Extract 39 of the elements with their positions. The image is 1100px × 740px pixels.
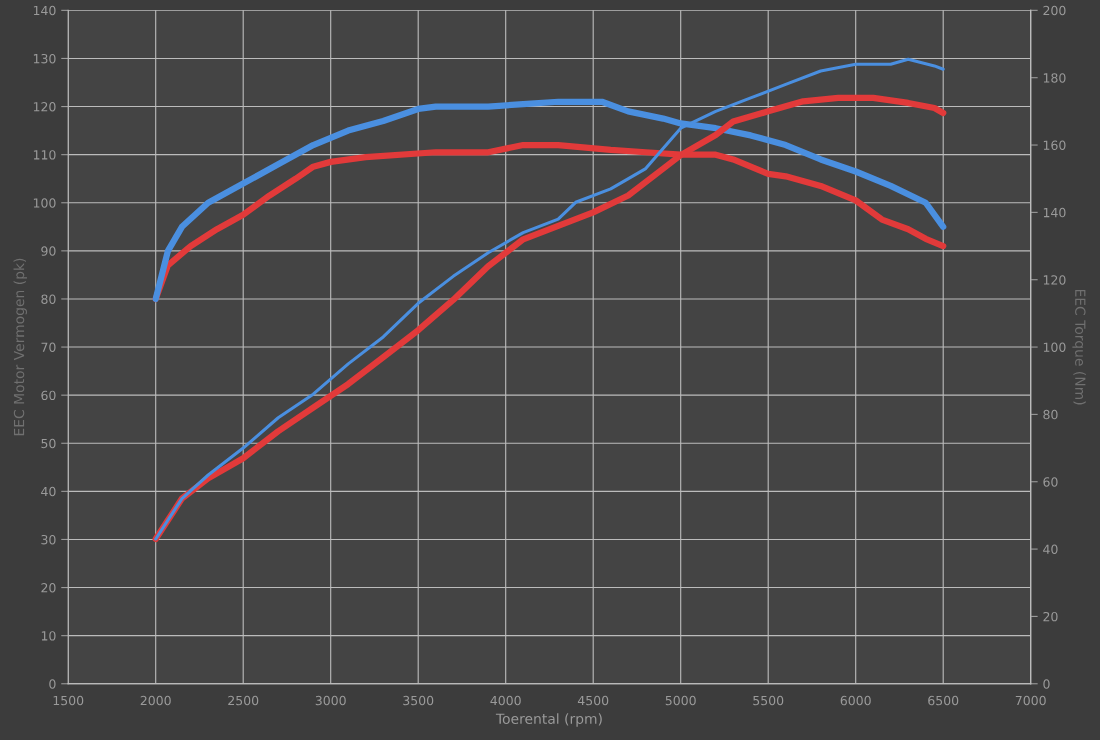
- y-tick-label: 130: [33, 53, 56, 64]
- y2-tick-label: 200: [1043, 5, 1066, 16]
- x-tick-label: 5500: [753, 695, 784, 706]
- y2-tick-label: 60: [1043, 477, 1058, 487]
- x-tick-label: 6000: [840, 695, 871, 706]
- y-tick-label: 30: [41, 534, 56, 545]
- x-tick-label: 2000: [140, 695, 171, 706]
- y-tick-label: 110: [33, 150, 56, 160]
- y2-tick-label: 20: [1043, 611, 1058, 622]
- x-tick-label: 3000: [315, 695, 346, 706]
- y-tick-label: 60: [41, 390, 56, 401]
- y2-tick-label: 180: [1043, 73, 1066, 83]
- y2-tick-label: 40: [1043, 544, 1058, 555]
- y-tick-label: 10: [41, 631, 56, 641]
- y-tick-label: 100: [33, 198, 56, 208]
- y2-tick-label: 100: [1043, 342, 1066, 352]
- y-tick-label: 120: [33, 102, 56, 112]
- x-axis-title: Toerental (rpm): [495, 713, 602, 727]
- x-tick-label: 1500: [53, 695, 84, 706]
- y-tick-label: 40: [41, 486, 56, 497]
- y2-tick-label: 0: [1043, 679, 1050, 689]
- y2-tick-label: 160: [1043, 140, 1066, 150]
- y-tick-label: 80: [41, 294, 56, 304]
- x-tick-label: 4500: [577, 695, 609, 706]
- y-tick-label: 0: [49, 679, 56, 689]
- x-tick-label: 3500: [403, 695, 434, 706]
- y2-tick-label: 140: [1043, 207, 1066, 218]
- y-tick-label: 70: [41, 342, 56, 352]
- x-tick-label: 5000: [665, 695, 696, 706]
- x-tick-label: 6500: [928, 695, 959, 706]
- y-tick-label: 140: [33, 5, 56, 16]
- y-tick-label: 90: [41, 246, 56, 256]
- x-tick-label: 2500: [228, 695, 259, 706]
- y2-tick-label: 120: [1043, 275, 1066, 285]
- y-tick-label: 50: [41, 438, 56, 449]
- y2-tick-label: 80: [1043, 409, 1058, 420]
- x-tick-label: 4000: [490, 695, 521, 706]
- y-tick-label: 20: [41, 583, 56, 593]
- x-tick-label: 7000: [1015, 695, 1046, 706]
